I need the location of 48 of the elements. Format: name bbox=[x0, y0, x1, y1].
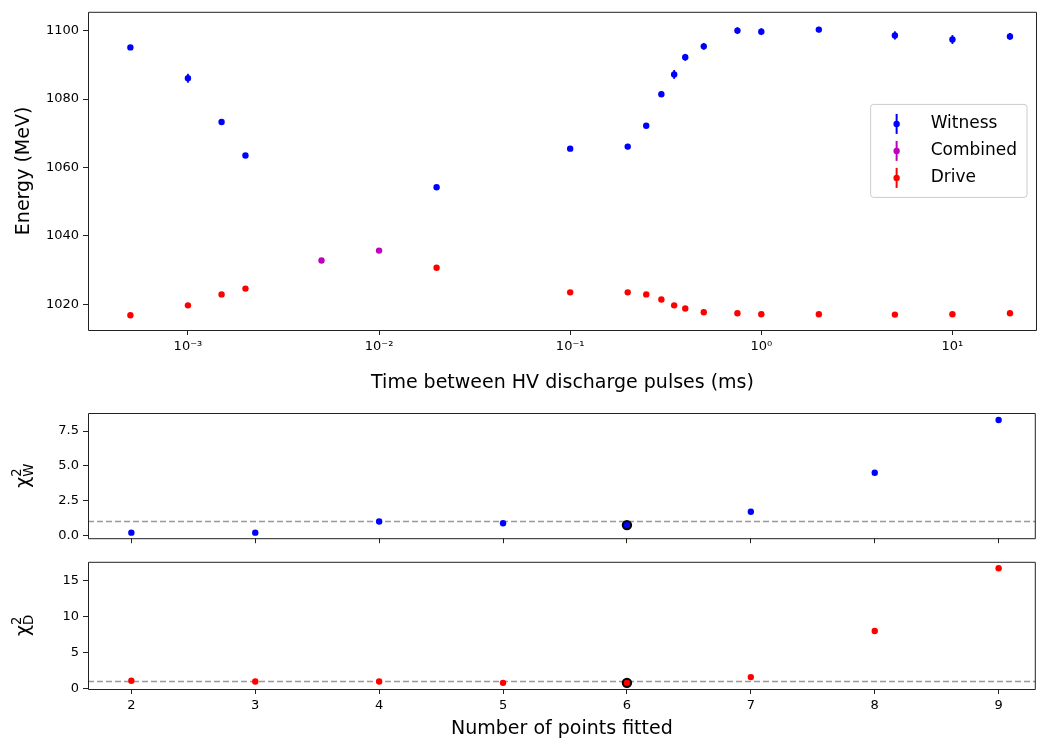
x-tick-label: 5 bbox=[498, 697, 508, 713]
x-tick-label: 10¹ bbox=[941, 338, 964, 354]
y-tick-label: 0 bbox=[70, 680, 79, 696]
y-tick-label: 1100 bbox=[45, 21, 79, 37]
y-tick-label: 1040 bbox=[45, 227, 79, 243]
y-axis-title: χ2W bbox=[8, 463, 37, 488]
x-tick-label: 6 bbox=[622, 697, 632, 713]
point bbox=[747, 673, 755, 681]
x-tick-label: 10⁻¹ bbox=[555, 338, 585, 354]
x-tick-label: 10⁻³ bbox=[173, 338, 203, 354]
point bbox=[499, 679, 507, 687]
y-tick-label: 7.5 bbox=[58, 422, 79, 438]
y-tick-label: 10 bbox=[62, 607, 79, 623]
point bbox=[252, 529, 259, 536]
y-tick-label: 2.5 bbox=[58, 492, 79, 508]
legend-label: Drive bbox=[930, 166, 976, 187]
point bbox=[871, 627, 878, 635]
y-axis-title: χ2D bbox=[8, 614, 37, 637]
x-tick-label: 2 bbox=[127, 697, 136, 713]
x-tick-label: 7 bbox=[746, 697, 755, 713]
point bbox=[128, 677, 135, 684]
x-tick-label: 9 bbox=[994, 697, 1003, 713]
y-tick-label: 15 bbox=[62, 571, 79, 587]
point bbox=[375, 678, 383, 685]
point bbox=[871, 469, 878, 477]
point bbox=[995, 565, 1002, 572]
x-tick-label: 4 bbox=[375, 697, 384, 713]
y-tick-label: 1080 bbox=[45, 90, 79, 106]
x-axis-title: Number of points fitted bbox=[451, 715, 673, 738]
point bbox=[375, 518, 383, 525]
point bbox=[499, 519, 507, 527]
y-tick-label: 1020 bbox=[45, 295, 79, 311]
x-tick-label: 10⁻² bbox=[364, 338, 394, 354]
point bbox=[995, 416, 1002, 424]
x-axis-title: Time between HV discharge pulses (ms) bbox=[370, 369, 754, 392]
point bbox=[128, 529, 135, 536]
point bbox=[747, 508, 755, 515]
y-axis-title: Energy (MeV) bbox=[10, 106, 33, 236]
x-tick-label: 3 bbox=[251, 697, 260, 713]
legend-label: Combined bbox=[930, 139, 1018, 160]
y-tick-label: 5 bbox=[70, 643, 79, 659]
x-tick-label: 8 bbox=[870, 697, 879, 713]
legend-label: Witness bbox=[930, 112, 998, 133]
x-tick-label: 10⁰ bbox=[750, 338, 773, 354]
y-tick-label: 5.0 bbox=[58, 457, 79, 473]
point bbox=[252, 678, 259, 685]
y-tick-label: 1060 bbox=[45, 158, 79, 174]
y-tick-label: 0.0 bbox=[58, 526, 79, 542]
